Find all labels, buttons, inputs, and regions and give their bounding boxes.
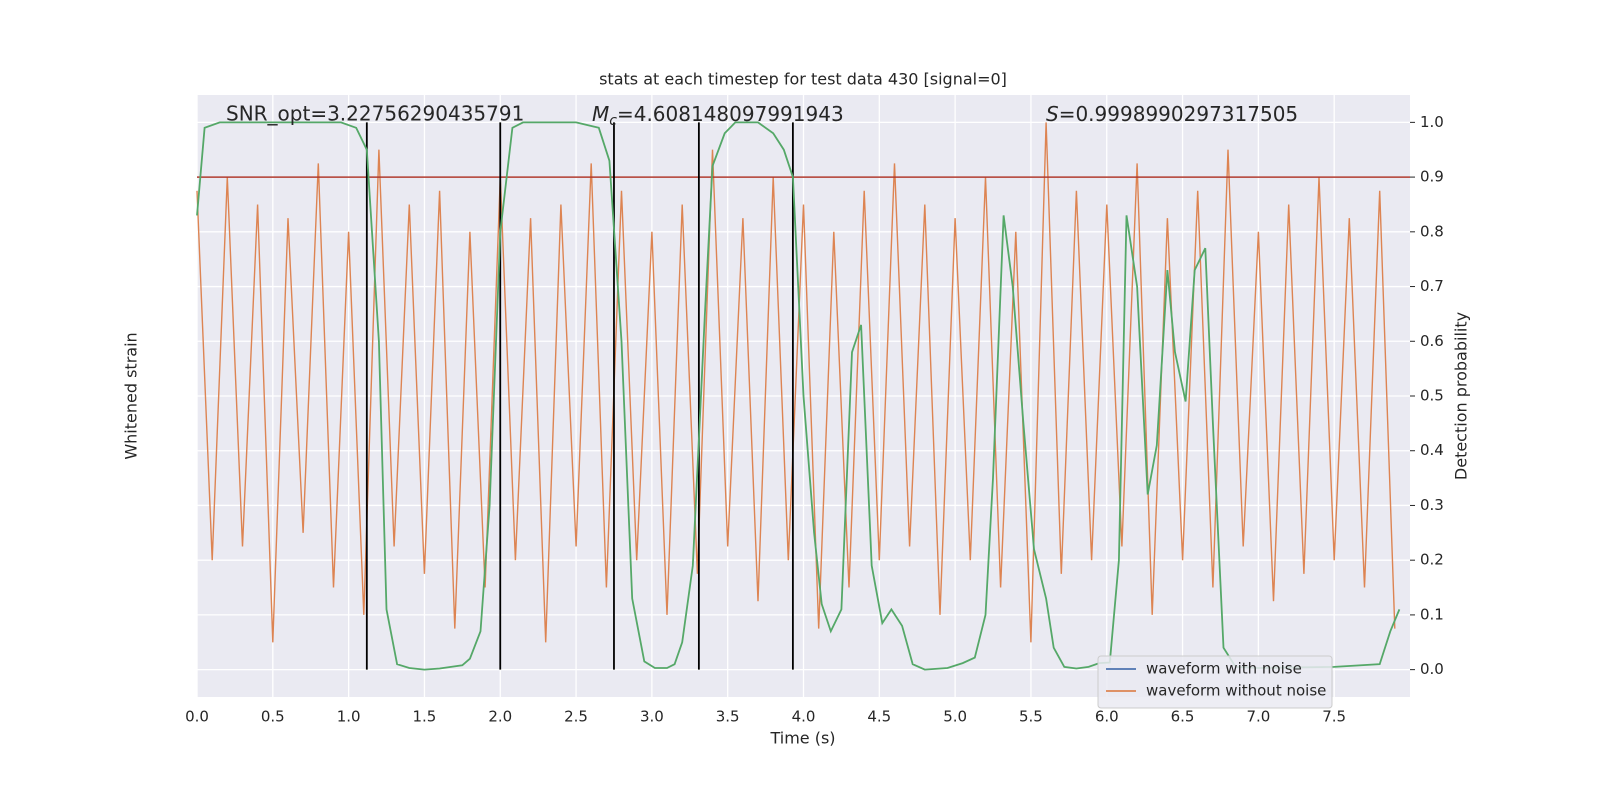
x-tick-label: 0.5 — [261, 708, 285, 726]
line-series — [196, 122, 1396, 643]
mc-annotation: Mc=4.608148097991943 — [592, 102, 844, 130]
mc-value: =4.608148097991943 — [617, 102, 844, 126]
x-tick-label: 7.5 — [1322, 708, 1346, 726]
legend: waveform with noise waveform without nois… — [1097, 655, 1333, 709]
mc-symbol: M — [592, 102, 609, 126]
x-tick-label: 6.5 — [1171, 708, 1195, 726]
x-tick-label: 0.0 — [185, 708, 209, 726]
x-tick-label: 1.0 — [337, 708, 361, 726]
y2-tick-label: 1.0 — [1420, 113, 1444, 131]
y2-tick-label: 0.1 — [1420, 605, 1444, 623]
y2-tick-label: 0.5 — [1420, 387, 1444, 405]
mc-subscript: c — [609, 113, 617, 129]
x-tick-label: 1.5 — [413, 708, 437, 726]
x-tick-label: 4.5 — [867, 708, 891, 726]
x-tick-label: 4.0 — [792, 708, 816, 726]
x-tick-label: 3.0 — [640, 708, 664, 726]
x-tick-label: 7.0 — [1246, 708, 1270, 726]
y2-tick-label: 0.2 — [1420, 551, 1444, 569]
y2-tick-label: 0.0 — [1420, 660, 1444, 678]
x-tick-label: 3.5 — [716, 708, 740, 726]
x-tick-label: 5.5 — [1019, 708, 1043, 726]
s-symbol: S — [1046, 102, 1059, 126]
x-axis-label: Time (s) — [769, 729, 835, 748]
legend-label: waveform without noise — [1146, 682, 1326, 700]
x-tick-label: 6.0 — [1095, 708, 1119, 726]
line-series — [196, 121, 1401, 671]
y2-axis-label: Detection probability — [1452, 312, 1471, 480]
y2-tick-label: 0.8 — [1420, 222, 1444, 240]
y2-tick-label: 0.7 — [1420, 277, 1444, 295]
s-annotation: S=0.9998990297317505 — [1046, 102, 1298, 126]
y2-tick-label: 0.3 — [1420, 496, 1444, 514]
x-tick-label: 2.0 — [488, 708, 512, 726]
s-value: =0.9998990297317505 — [1059, 102, 1298, 126]
chart-title: stats at each timestep for test data 430… — [599, 70, 1007, 89]
legend-label: waveform with noise — [1146, 660, 1302, 678]
x-tick-label: 2.5 — [564, 708, 588, 726]
x-tick-label: 5.0 — [943, 708, 967, 726]
y2-tick-label: 0.6 — [1420, 332, 1444, 350]
y2-tick-label: 0.9 — [1420, 168, 1444, 186]
y2-tick-label: 0.4 — [1420, 441, 1444, 459]
legend-box — [1097, 655, 1333, 709]
snr-annotation: SNR_opt=3.22756290435791 — [226, 102, 524, 126]
y-axis-label: Whitened strain — [122, 332, 141, 459]
